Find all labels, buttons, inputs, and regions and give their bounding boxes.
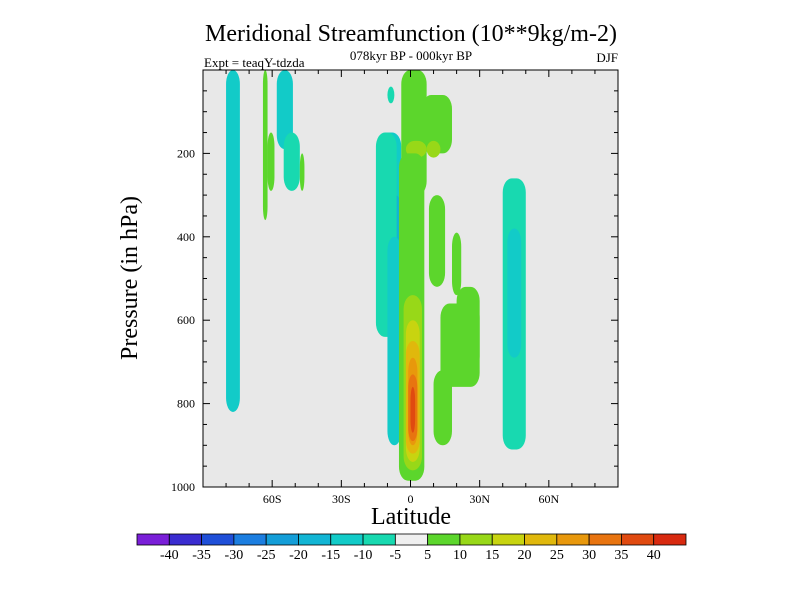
contour-region xyxy=(299,153,305,191)
chart-subtitle: 078kyr BP - 000kyr BP xyxy=(350,48,472,63)
plot-area xyxy=(202,69,619,488)
colorbar-swatch xyxy=(330,533,364,546)
contour-region xyxy=(276,70,293,150)
colorbar-swatch xyxy=(556,533,590,546)
colorbar-label: 30 xyxy=(582,548,596,563)
colorbar-label: -35 xyxy=(192,548,211,563)
contour-region xyxy=(262,70,268,221)
y-axis-label: Pressure (in hPa) xyxy=(117,196,143,360)
contour-region xyxy=(387,236,402,446)
contour-region xyxy=(283,132,300,191)
colorbar-swatch xyxy=(136,533,170,546)
y-tick-label: 400 xyxy=(177,230,195,244)
contour-region xyxy=(226,70,240,412)
x-axis: 60S 30S 0 30N 60N xyxy=(202,70,619,506)
colorbar-label: 35 xyxy=(614,548,628,563)
experiment-label: Expt = teaqY-tdzda xyxy=(204,55,305,70)
x-tick-label: 60S xyxy=(263,492,282,506)
x-tick-label: 0 xyxy=(408,492,414,506)
contour-region xyxy=(440,303,480,387)
colorbar-swatch xyxy=(394,533,429,546)
contour-region xyxy=(428,195,446,287)
colorbar-swatch xyxy=(265,533,299,546)
y-axis: 200 400 600 800 1000 xyxy=(171,90,618,494)
colorbar-swatch xyxy=(233,533,267,546)
colorbar-label: -10 xyxy=(354,548,373,563)
colorbar: -40 -35 -30 -25 -20 -15 -10 -5 5 10 15 20 25 30 35 40 xyxy=(136,533,687,563)
colorbar-swatch xyxy=(298,533,332,546)
colorbar-label: 25 xyxy=(550,548,564,563)
colorbar-swatch xyxy=(524,533,558,546)
y-tick-label: 1000 xyxy=(171,480,195,494)
colorbar-swatch xyxy=(621,533,655,546)
y-tick-label: 200 xyxy=(177,146,195,160)
x-tick-label: 30S xyxy=(332,492,351,506)
y-tick-label: 800 xyxy=(177,397,195,411)
contour-region xyxy=(387,86,395,104)
colorbar-label: -5 xyxy=(390,548,402,563)
colorbar-swatch xyxy=(491,533,525,546)
contour-region xyxy=(452,232,462,296)
colorbar-label: 20 xyxy=(518,548,532,563)
colorbar-swatch xyxy=(362,533,396,546)
colorbar-label: 15 xyxy=(485,548,499,563)
colorbar-label: 40 xyxy=(647,548,661,563)
contour-region xyxy=(410,386,416,433)
colorbar-swatch xyxy=(201,533,235,546)
contour-region xyxy=(426,140,441,158)
colorbar-swatch xyxy=(168,533,202,546)
x-tick-label: 60N xyxy=(538,492,559,506)
contour-region xyxy=(267,132,275,191)
contour-region xyxy=(433,370,452,446)
contour-fill-layer xyxy=(226,70,526,481)
colorbar-label: 10 xyxy=(453,548,467,563)
colorbar-label: -15 xyxy=(321,548,340,563)
colorbar-swatch xyxy=(588,533,622,546)
colorbar-label: -30 xyxy=(225,548,244,563)
x-axis-label: Latitude xyxy=(371,504,451,530)
contour-region xyxy=(507,228,522,358)
contour-region xyxy=(422,95,452,154)
colorbar-swatch xyxy=(459,533,493,546)
colorbar-label: -25 xyxy=(257,548,276,563)
chart-title: Meridional Streamfunction (10**9kg/m-2) xyxy=(205,21,617,47)
y-tick-label: 600 xyxy=(177,313,195,327)
colorbar-swatch xyxy=(427,533,461,546)
colorbar-swatch xyxy=(653,533,687,546)
colorbar-label: -20 xyxy=(289,548,308,563)
colorbar-label: -40 xyxy=(160,548,179,563)
colorbar-label: 5 xyxy=(424,548,431,563)
x-tick-label: 30N xyxy=(469,492,490,506)
season-label: DJF xyxy=(596,50,618,65)
